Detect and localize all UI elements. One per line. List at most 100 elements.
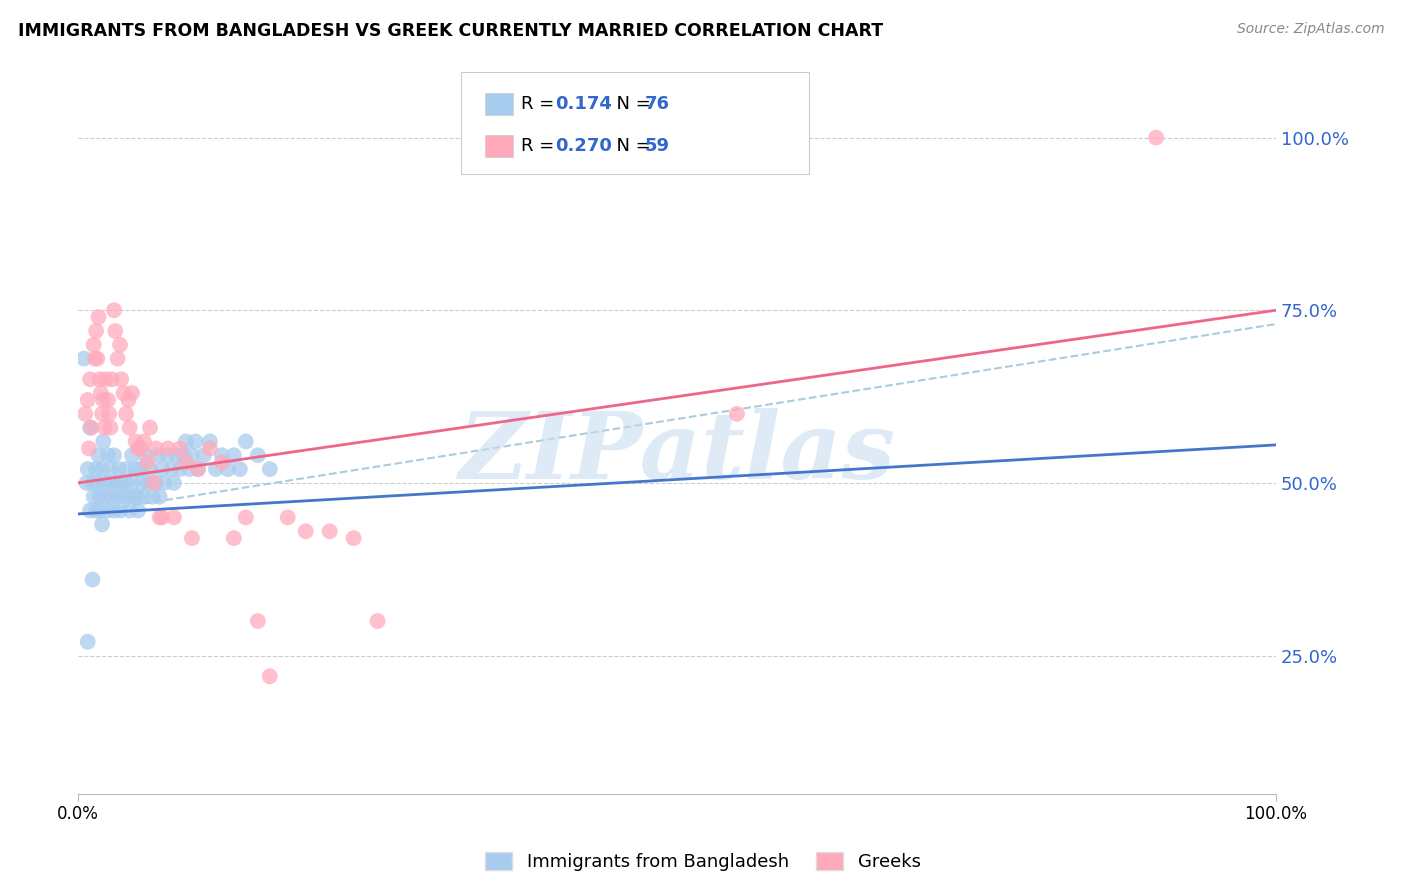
Text: N =: N = (605, 137, 657, 155)
Point (98, 475, 121, 490)
Point (86, 351, 108, 366)
Point (103, 448, 125, 462)
Point (150, 462, 173, 476)
FancyBboxPatch shape (461, 72, 808, 174)
Point (91, 392, 114, 407)
Text: ZIPatlas: ZIPatlas (458, 408, 896, 498)
Point (73, 351, 96, 366)
Point (184, 434, 207, 449)
Point (80, 420, 103, 434)
Point (127, 490, 149, 504)
Point (173, 448, 195, 462)
FancyBboxPatch shape (485, 93, 513, 115)
Point (141, 490, 163, 504)
Point (180, 448, 202, 462)
Point (79, 503, 101, 517)
Point (79, 372, 101, 386)
Point (156, 442, 179, 456)
Point (108, 338, 131, 352)
Point (127, 503, 149, 517)
Point (222, 531, 245, 545)
Point (1144, 130, 1167, 145)
Point (90, 503, 112, 517)
Point (318, 524, 340, 539)
Point (76, 392, 98, 407)
Point (139, 462, 162, 476)
Point (259, 462, 281, 476)
Point (129, 442, 152, 456)
Point (82, 573, 104, 587)
Point (148, 510, 170, 524)
Point (98, 407, 121, 421)
Point (145, 442, 167, 456)
Point (148, 490, 170, 504)
Point (108, 503, 131, 517)
Point (136, 475, 159, 490)
Point (725, 407, 748, 421)
Point (198, 442, 221, 456)
Point (169, 442, 191, 456)
Point (115, 475, 138, 490)
Point (97, 503, 120, 517)
Text: R =: R = (522, 95, 561, 113)
Point (134, 448, 156, 462)
Point (160, 462, 183, 476)
Point (76, 462, 98, 476)
Point (211, 455, 233, 469)
Point (83, 490, 105, 504)
Point (132, 434, 155, 449)
Point (100, 462, 122, 476)
Point (115, 462, 138, 476)
Text: 76: 76 (645, 95, 669, 113)
Point (97, 448, 120, 462)
Point (91, 407, 114, 421)
Point (100, 420, 122, 434)
Point (91, 462, 114, 476)
Point (94, 490, 117, 504)
Point (277, 510, 299, 524)
Point (205, 462, 228, 476)
Point (235, 510, 257, 524)
Point (169, 462, 191, 476)
Point (110, 475, 132, 490)
Point (142, 475, 165, 490)
Point (83, 351, 105, 366)
Point (76, 634, 98, 648)
Point (193, 448, 215, 462)
Point (117, 392, 139, 407)
Text: R =: R = (522, 137, 561, 155)
Point (259, 669, 281, 683)
Point (174, 434, 197, 449)
Point (118, 503, 141, 517)
Point (76, 475, 98, 490)
Text: 0.270: 0.270 (555, 137, 612, 155)
Point (118, 420, 141, 434)
Text: 0.174: 0.174 (555, 95, 612, 113)
FancyBboxPatch shape (485, 136, 513, 157)
Point (103, 503, 125, 517)
Point (87, 310, 110, 325)
Point (112, 386, 135, 401)
Point (91, 517, 114, 532)
Point (117, 490, 139, 504)
Point (124, 434, 146, 449)
Point (86, 475, 108, 490)
Point (367, 614, 389, 628)
Text: Source: ZipAtlas.com: Source: ZipAtlas.com (1237, 22, 1385, 37)
Point (235, 434, 257, 449)
Point (217, 462, 239, 476)
Point (97, 392, 120, 407)
Point (82, 475, 104, 490)
Text: N =: N = (605, 95, 657, 113)
Point (129, 462, 152, 476)
Point (145, 475, 167, 490)
Point (121, 448, 143, 462)
Point (148, 448, 170, 462)
Point (107, 490, 129, 504)
Point (124, 490, 146, 504)
Point (229, 462, 252, 476)
Point (246, 614, 269, 628)
Legend: Immigrants from Bangladesh, Greeks: Immigrants from Bangladesh, Greeks (478, 845, 928, 879)
Point (132, 490, 155, 504)
Point (77, 442, 100, 456)
